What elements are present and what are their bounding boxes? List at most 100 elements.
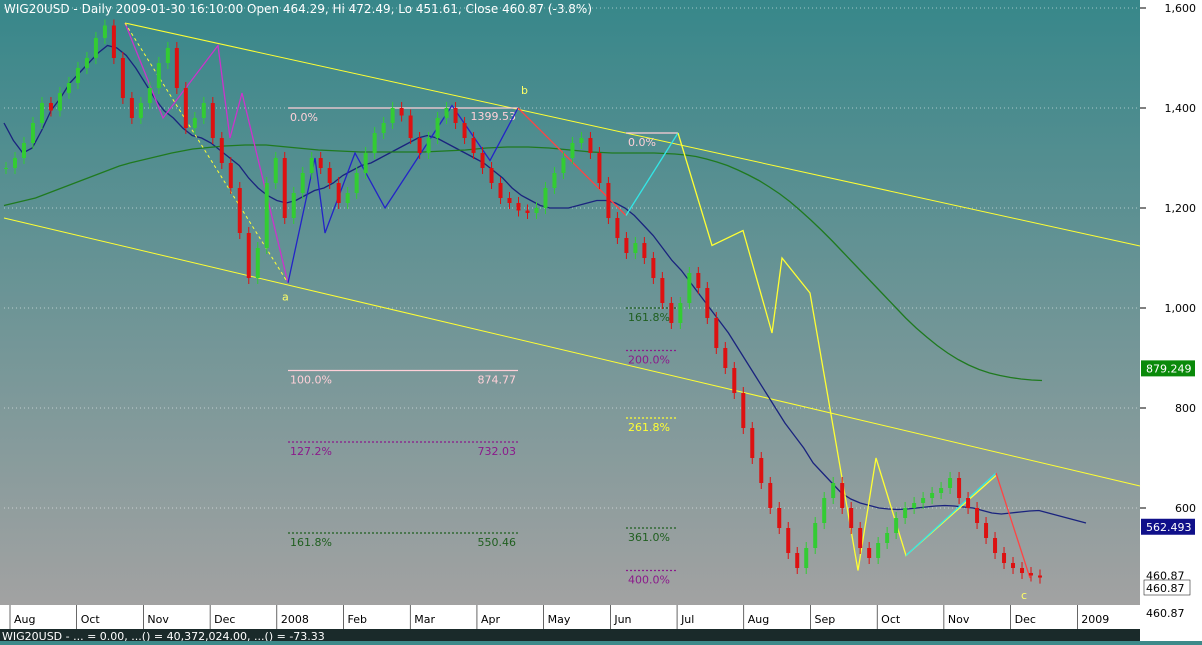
fib-label: 261.8% — [628, 421, 670, 434]
candle-body — [849, 508, 854, 528]
time-axis — [0, 605, 1140, 629]
x-tick-label: Jul — [680, 613, 694, 626]
zigzag-c1 — [625, 132, 679, 216]
x-tick-label: Dec — [214, 613, 235, 626]
candle-body — [957, 478, 962, 498]
green-ma-tag: 879.249 — [1146, 362, 1192, 375]
candle-body — [237, 188, 242, 233]
y-tick-label: 1,400 — [1165, 102, 1197, 115]
x-axis: Aug Oct Nov Dec 2008 Feb Mar Apr May Jun Jul Aug Sep… — [9, 605, 1109, 629]
candle-body — [417, 138, 422, 153]
candle-body — [660, 278, 665, 303]
candle-body — [840, 483, 845, 508]
wave-label: b — [521, 84, 528, 97]
candle-body — [714, 318, 719, 348]
candle-body — [687, 273, 692, 303]
fib-label: 161.8% — [628, 311, 670, 324]
candle-body — [174, 48, 179, 88]
candle-body — [471, 138, 476, 153]
blue-ma-tag: 562.493 — [1146, 521, 1192, 534]
candle-body — [282, 158, 287, 218]
candle-body — [975, 508, 980, 523]
candle-body — [453, 108, 458, 123]
candle-body — [507, 198, 512, 203]
fib-label: 127.2% — [290, 445, 332, 458]
candle-body — [1002, 553, 1007, 563]
candle-body — [741, 393, 746, 428]
candle-body — [642, 243, 647, 258]
candle-body — [228, 163, 233, 188]
status-line: WIG20USD - ... = 0.00, ...() = 40,372,02… — [2, 630, 325, 641]
candle-body — [813, 523, 818, 548]
candle-body — [885, 533, 890, 543]
candle-body — [381, 123, 386, 133]
candle-body — [120, 58, 125, 98]
candle-body — [984, 523, 989, 538]
candle-body — [768, 483, 773, 508]
candle-body — [309, 158, 314, 173]
zigzag-b — [287, 104, 519, 284]
candle-body — [822, 498, 827, 523]
candle-body — [48, 103, 53, 111]
candle-body — [102, 25, 107, 38]
candle-body — [696, 273, 701, 288]
fib-value: 550.46 — [478, 536, 517, 549]
fib-value: 732.03 — [478, 445, 517, 458]
fib-peak-value: 1399.53 — [471, 110, 517, 123]
candle-body — [516, 203, 521, 211]
candle-body — [273, 158, 278, 183]
candle-body — [426, 138, 431, 153]
candle-body — [543, 188, 548, 208]
candle-body — [246, 233, 251, 278]
candle-body — [876, 543, 881, 558]
candle-body — [966, 498, 971, 508]
chart-title: WIG20USD - Daily 2009-01-30 16:10:00 Ope… — [4, 2, 592, 16]
candle-body — [588, 138, 593, 153]
candle-body — [993, 538, 998, 553]
zigzag-a — [124, 22, 289, 284]
y-tick-label: 800 — [1175, 402, 1196, 415]
candle-body — [390, 108, 395, 123]
candle-body — [534, 208, 539, 213]
x-tick-label: Aug — [14, 613, 35, 626]
candle-body — [903, 508, 908, 518]
candles — [4, 19, 1042, 584]
candle-body — [705, 288, 710, 318]
fib-label: 361.0% — [628, 531, 670, 544]
candle-body — [435, 118, 440, 138]
x-tick-label: Jun — [613, 613, 631, 626]
candle-body — [525, 210, 530, 213]
fib-label: 400.0% — [628, 574, 670, 587]
candle-body — [219, 138, 224, 163]
candle-body — [4, 168, 8, 169]
candle-body — [669, 303, 674, 323]
candle-body — [570, 143, 575, 158]
candle-body — [624, 238, 629, 253]
y-tick-label: 600 — [1175, 502, 1196, 515]
trend-channel — [3, 22, 1141, 487]
candle-body — [183, 88, 188, 128]
y-tick-label: 1,600 — [1165, 2, 1197, 15]
candle-body — [480, 153, 485, 168]
blue-ma-tag-bg — [1141, 518, 1195, 535]
candle-body — [732, 368, 737, 393]
candle-body — [597, 153, 602, 183]
candle-body — [444, 108, 449, 118]
candle-body — [138, 103, 143, 118]
candle-body — [12, 158, 17, 168]
candle-body — [921, 498, 926, 503]
fib-levels: 0.0% 100.0% 874.77 127.2% 732.03 161.8% 550.46… — [288, 107, 678, 587]
x-tick-label: Nov — [948, 613, 970, 626]
x-tick-label: Dec — [1015, 613, 1036, 626]
candle-body — [408, 115, 413, 138]
close-box — [1143, 579, 1191, 596]
x-tick-label: Mar — [414, 613, 435, 626]
candle-body — [30, 123, 35, 143]
wave-label: c — [1021, 589, 1027, 602]
x-tick-label: Aug — [748, 613, 769, 626]
x-tick-label: 2008 — [281, 613, 309, 626]
candle-body — [930, 493, 935, 498]
x-tick-label: 2009 — [1081, 613, 1109, 626]
candle-body — [165, 48, 170, 63]
